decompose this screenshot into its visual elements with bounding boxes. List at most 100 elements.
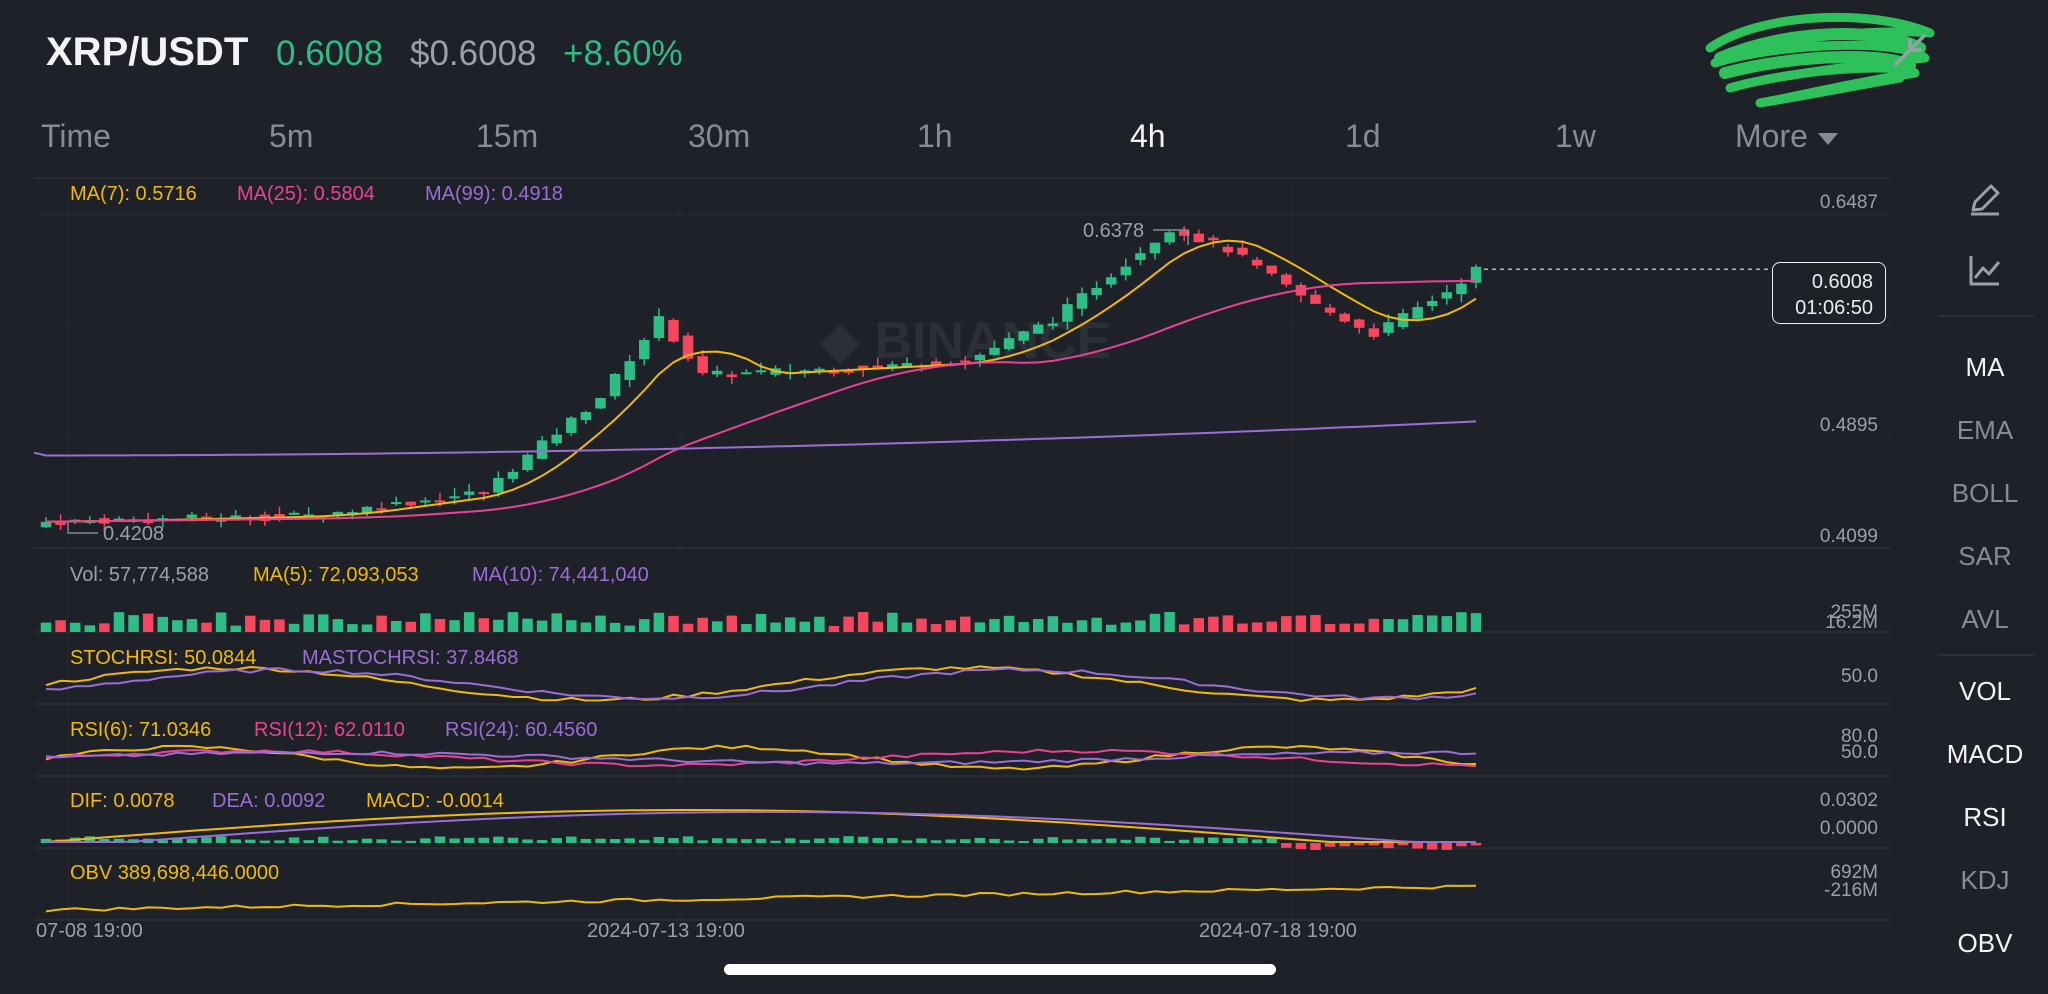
macd-histogram-bar [1018, 840, 1029, 843]
candle-body [1441, 292, 1453, 299]
tab-30m[interactable]: 30m [688, 118, 751, 154]
rsi24-line [45, 750, 1477, 766]
candle-body [1091, 288, 1102, 295]
macd-histogram-bar [84, 836, 96, 843]
macd-histogram-bar [317, 836, 329, 843]
candle-body [1032, 324, 1044, 334]
tab-4h[interactable]: 4h [1130, 118, 1166, 154]
tab-5m[interactable]: 5m [269, 118, 314, 154]
candle-body [449, 496, 460, 499]
macd-histogram-bar [1003, 840, 1015, 843]
mastochrsi-label: MASTOCHRSI: 37.8468 [302, 647, 519, 669]
tab-15m[interactable]: 15m [476, 118, 539, 154]
candle-body [653, 316, 665, 338]
sidebar-item-rsi[interactable]: RSI [1963, 802, 2007, 832]
sidebar-item-obv[interactable]: OBV [1957, 928, 2013, 958]
macd-histogram-bar [580, 838, 592, 843]
macd-histogram-bar [1149, 837, 1161, 843]
tab-1h[interactable]: 1h [917, 118, 953, 154]
candle-body [930, 361, 942, 367]
sidebar-item-avl[interactable]: AVL [1961, 604, 2009, 634]
candle-body [828, 371, 840, 374]
candle-body [551, 434, 562, 444]
candle-body [493, 477, 504, 493]
volume-bar [1047, 616, 1059, 632]
macd-histogram-bar [1105, 838, 1117, 843]
collapse-icon[interactable] [1888, 28, 1932, 72]
tab-1w[interactable]: 1w [1555, 118, 1596, 154]
current-price-tag: 0.6008 01:06:50 [1772, 262, 1886, 324]
volume-bar [69, 622, 81, 632]
sidebar-item-sar[interactable]: SAR [1958, 541, 2012, 571]
macd-histogram-bar [653, 836, 665, 843]
macd-histogram-bar [1193, 837, 1205, 843]
macd-histogram-bar [1470, 843, 1482, 846]
tab-more[interactable]: More [1735, 118, 1838, 155]
volume-bar [1091, 617, 1102, 632]
candle-body [1251, 259, 1263, 266]
volume-bar [799, 621, 811, 632]
draw-pencil-icon[interactable] [1965, 180, 2005, 220]
macd-histogram-bar [1310, 843, 1321, 850]
stochrsi-axis: 50.0 [1841, 666, 1878, 687]
macd-histogram-bar [434, 836, 446, 843]
macd-histogram-bar [755, 838, 767, 843]
candle-body [1018, 331, 1029, 341]
sidebar-item-macd[interactable]: MACD [1946, 739, 2024, 769]
tab-1d[interactable]: 1d [1345, 118, 1381, 154]
volume-bar [989, 619, 1000, 632]
candle-body [507, 471, 519, 479]
price-axis-mid: 0.4895 [1819, 415, 1878, 436]
volume-bar [872, 621, 883, 632]
rsi-axis-top: 80.0 [1841, 726, 1878, 747]
volume-bar [259, 619, 271, 632]
macd-histogram-bar [1076, 839, 1088, 843]
volume-bar [536, 620, 548, 632]
candle-body [420, 500, 431, 503]
volume-bar [201, 622, 212, 632]
volume-bar [361, 624, 373, 632]
symbol-title[interactable]: XRP/USDT [46, 30, 249, 74]
macd-histogram-bar [1339, 843, 1350, 847]
candle-body [376, 508, 387, 511]
volume-bar [916, 618, 927, 632]
macd-histogram-bar [1208, 837, 1219, 843]
volume-bar [828, 625, 840, 632]
volume-bar [1383, 618, 1394, 632]
sidebar-item-vol[interactable]: VOL [1958, 676, 2012, 706]
volume-axis-bottom: 16.2M [1825, 612, 1878, 633]
interval-tabs: Time 5m 15m 30m 1h 4h 1d 1w More [0, 118, 1900, 168]
candle-body [1412, 307, 1423, 319]
candle-body [230, 515, 241, 518]
volume-bar [639, 619, 650, 632]
volume-bar [1295, 615, 1307, 632]
macd-histogram-bar [1032, 838, 1044, 843]
macd-histogram-bar [405, 840, 417, 843]
sidebar-item-boll[interactable]: BOLL [1951, 478, 2019, 508]
macd-histogram-bar [668, 838, 679, 843]
volume-bar [1456, 612, 1467, 632]
sidebar-item-ema[interactable]: EMA [1956, 415, 2014, 445]
rsi12-label: RSI(12): 62.0110 [254, 719, 405, 741]
macd-dea-label: DEA: 0.0092 [212, 790, 326, 812]
macd-histogram-bar [624, 838, 635, 843]
macd-histogram-bar [493, 836, 504, 843]
candle-body [1135, 253, 1146, 260]
volume-bar [478, 618, 490, 632]
macd-histogram-bar [303, 840, 314, 843]
macd-histogram-bar [420, 838, 431, 843]
low-marker-line [67, 522, 98, 534]
sidebar-item-ma[interactable]: MA [1965, 352, 2005, 382]
macd-histogram-bar [230, 839, 241, 843]
tab-time[interactable]: Time [41, 118, 111, 154]
candle-body [755, 370, 767, 373]
indicator-chart-icon[interactable] [1965, 250, 2005, 290]
macd-histogram-bar [1441, 843, 1453, 850]
macd-histogram-bar [1412, 843, 1423, 849]
candle-body [639, 340, 650, 360]
sidebar-item-kdj[interactable]: KDJ [1960, 865, 2010, 895]
macd-histogram-bar [901, 840, 913, 843]
candle-body [1237, 247, 1248, 255]
volume-bar [551, 613, 562, 632]
